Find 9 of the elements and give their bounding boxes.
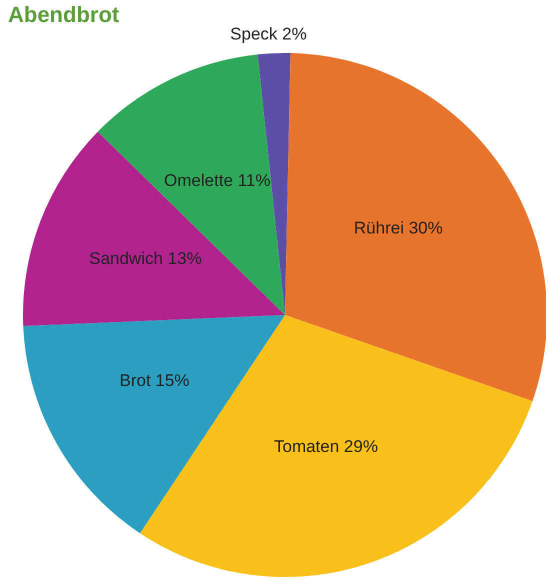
pie-slice [285, 53, 546, 402]
slice-label: Omelette 11% [164, 170, 271, 190]
slice-label: Brot 15% [119, 371, 190, 390]
slice-label: Sandwich 13% [89, 248, 202, 268]
slice-label: Speck 2% [230, 24, 307, 44]
slice-label: Tomaten 29% [274, 437, 378, 456]
slice-label: Rührei 30% [354, 218, 443, 238]
pie-slice [23, 132, 285, 326]
chart-title: Abendbrot [8, 2, 120, 28]
